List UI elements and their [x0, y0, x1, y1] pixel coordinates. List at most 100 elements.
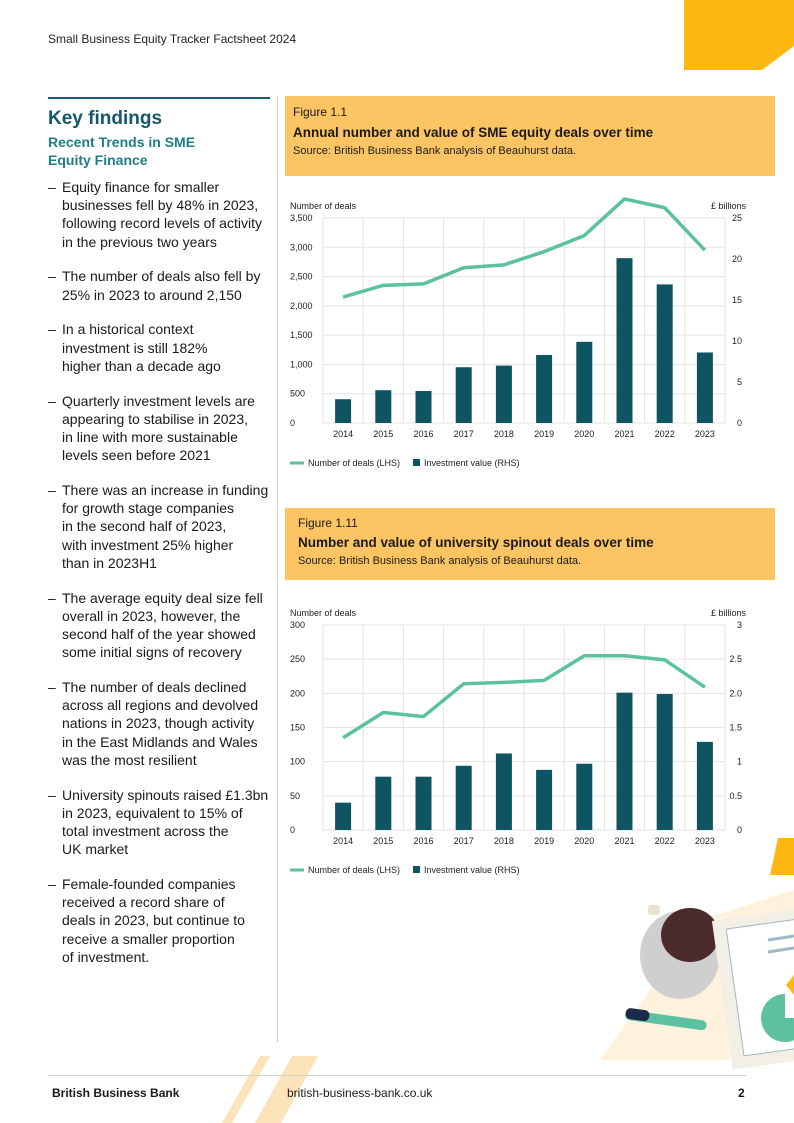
x-tick-label: 2022 [655, 429, 675, 439]
bullet-dash: – [48, 268, 56, 285]
right-edge-yellow-tab [770, 838, 794, 875]
investment-value-bar [616, 692, 633, 830]
right-tick-label: 15 [732, 295, 742, 305]
right-tick-label: 1 [737, 757, 742, 767]
x-tick-label: 2018 [494, 836, 514, 846]
sidebar-top-rule [48, 97, 270, 99]
bullet-dash: – [48, 876, 56, 893]
key-finding-line: with investment 25% higher [62, 536, 234, 553]
key-finding-line: appearing to stabilise in 2023, [62, 410, 249, 427]
investment-value-bar [375, 390, 392, 423]
left-tick-label: 200 [290, 688, 305, 698]
coffee-cup-illustration [640, 905, 720, 999]
key-finding-line: nations in 2023, though activity [62, 715, 255, 732]
left-tick-label: 2,500 [290, 272, 313, 282]
figure-number: Figure 1.11 [298, 516, 358, 530]
x-tick-label: 2017 [454, 836, 474, 846]
bullet-dash: – [48, 786, 56, 803]
number-of-deals-line [342, 197, 707, 299]
left-tick-label: 1,000 [290, 359, 313, 369]
figure-1-11-caption: Figure 1.11 Number and value of universi… [285, 508, 775, 580]
right-tick-label: 2.0 [729, 688, 742, 698]
right-tick-label: 25 [732, 213, 742, 223]
x-tick-label: 2018 [494, 429, 514, 439]
x-tick-label: 2023 [695, 429, 715, 439]
right-tick-label: 0 [737, 418, 742, 428]
document-header-title: Small Business Equity Tracker Factsheet … [48, 32, 297, 46]
x-tick-label: 2016 [413, 836, 433, 846]
subheading-line: Equity Finance [48, 152, 148, 168]
figure-number: Figure 1.1 [293, 105, 348, 119]
investment-value-bar [495, 753, 512, 830]
x-tick-label: 2015 [373, 836, 393, 846]
investment-value-bar [576, 341, 593, 423]
x-tick-label: 2019 [534, 429, 554, 439]
footer-organisation: British Business Bank [52, 1086, 180, 1100]
number-of-deals-line [342, 654, 706, 740]
key-finding-line: Equity finance for smaller [62, 179, 220, 195]
left-tick-label: 300 [290, 620, 305, 630]
key-finding-line: The number of deals also fell by [62, 268, 261, 285]
key-finding-item: – There was an increase in funding for gro… [48, 481, 274, 572]
figure-title: Number and value of university spinout d… [298, 535, 654, 550]
key-finding-line: deals in 2023, but continue to [62, 912, 245, 929]
key-finding-item: – The number of deals also fell by 25% in … [48, 267, 274, 303]
key-finding-line: across all regions and devolved [62, 697, 259, 714]
investment-value-bar [415, 776, 432, 830]
investment-value-bar [696, 741, 713, 830]
key-finding-line: received a record share of [62, 894, 225, 911]
key-finding-line: 25% in 2023 to around 2,150 [62, 286, 242, 303]
bullet-dash: – [48, 179, 56, 195]
investment-value-bar [335, 802, 352, 830]
footer-website-link[interactable]: british-business-bank.co.uk [287, 1086, 433, 1100]
investment-value-bar [455, 367, 472, 423]
key-finding-line: levels seen before 2021 [62, 447, 211, 464]
investment-value-bar [455, 765, 472, 830]
x-tick-label: 2020 [574, 836, 594, 846]
left-axis-title: Number of deals [290, 201, 357, 211]
key-finding-line: Female-founded companies [62, 876, 236, 893]
key-finding-line: The number of deals declined [62, 679, 247, 696]
x-tick-label: 2021 [614, 836, 634, 846]
figure-1-1-caption: Figure 1.1 Annual number and value of SM… [285, 96, 775, 176]
investment-value-bar [335, 399, 352, 423]
key-finding-line: receive a smaller proportion [62, 930, 235, 947]
right-tick-label: 5 [737, 377, 742, 387]
key-finding-item: – Female-founded companies received a reco… [48, 875, 274, 966]
left-axis-title: Number of deals [290, 608, 357, 618]
key-finding-line: The average equity deal size fell [62, 589, 263, 606]
figure-source: Source: British Business Bank analysis o… [298, 555, 582, 567]
key-finding-line: Quarterly investment levels are [62, 392, 255, 409]
key-finding-line: investment is still 182% [62, 339, 208, 356]
key-findings-heading: Key findings [48, 108, 163, 129]
right-tick-label: 2.5 [729, 654, 742, 664]
key-finding-line: in line with more sustainable [62, 429, 238, 446]
key-finding-item: – University spinouts raised £1.3bn in 202… [48, 786, 274, 859]
left-tick-label: 50 [290, 791, 300, 801]
university-spinout-deals-chart: Number of deals £ billions 0 50 100 150 200 250… [290, 608, 746, 875]
investment-value-bar [415, 391, 432, 423]
key-finding-line: businesses fell by 48% in 2023, [62, 197, 259, 214]
key-finding-line: than in 2023H1 [62, 554, 157, 571]
footer-divider [48, 1075, 746, 1076]
bullet-dash: – [48, 482, 56, 499]
x-tick-label: 2020 [574, 429, 594, 439]
right-axis-title: £ billions [711, 201, 747, 211]
key-finding-line: in the second half of 2023, [62, 518, 227, 535]
right-tick-label: 20 [732, 254, 742, 264]
column-divider [277, 97, 278, 1042]
left-tick-label: 500 [290, 389, 305, 399]
key-finding-line: second half of the year showed [62, 626, 256, 643]
x-tick-label: 2016 [413, 429, 433, 439]
subheading-line: Recent Trends in SME [48, 134, 196, 150]
key-findings-subheading: Recent Trends in SME Equity Finance [48, 133, 248, 169]
bullet-dash: – [48, 679, 56, 696]
investment-value-bar [375, 776, 392, 830]
bottom-peach-stripe-2 [222, 1056, 270, 1123]
legend-bar-swatch [413, 866, 420, 873]
right-tick-label: 0.5 [729, 791, 742, 801]
bottom-peach-stripe [255, 1056, 318, 1123]
bullet-dash: – [48, 321, 56, 338]
investment-value-bar [696, 352, 713, 423]
